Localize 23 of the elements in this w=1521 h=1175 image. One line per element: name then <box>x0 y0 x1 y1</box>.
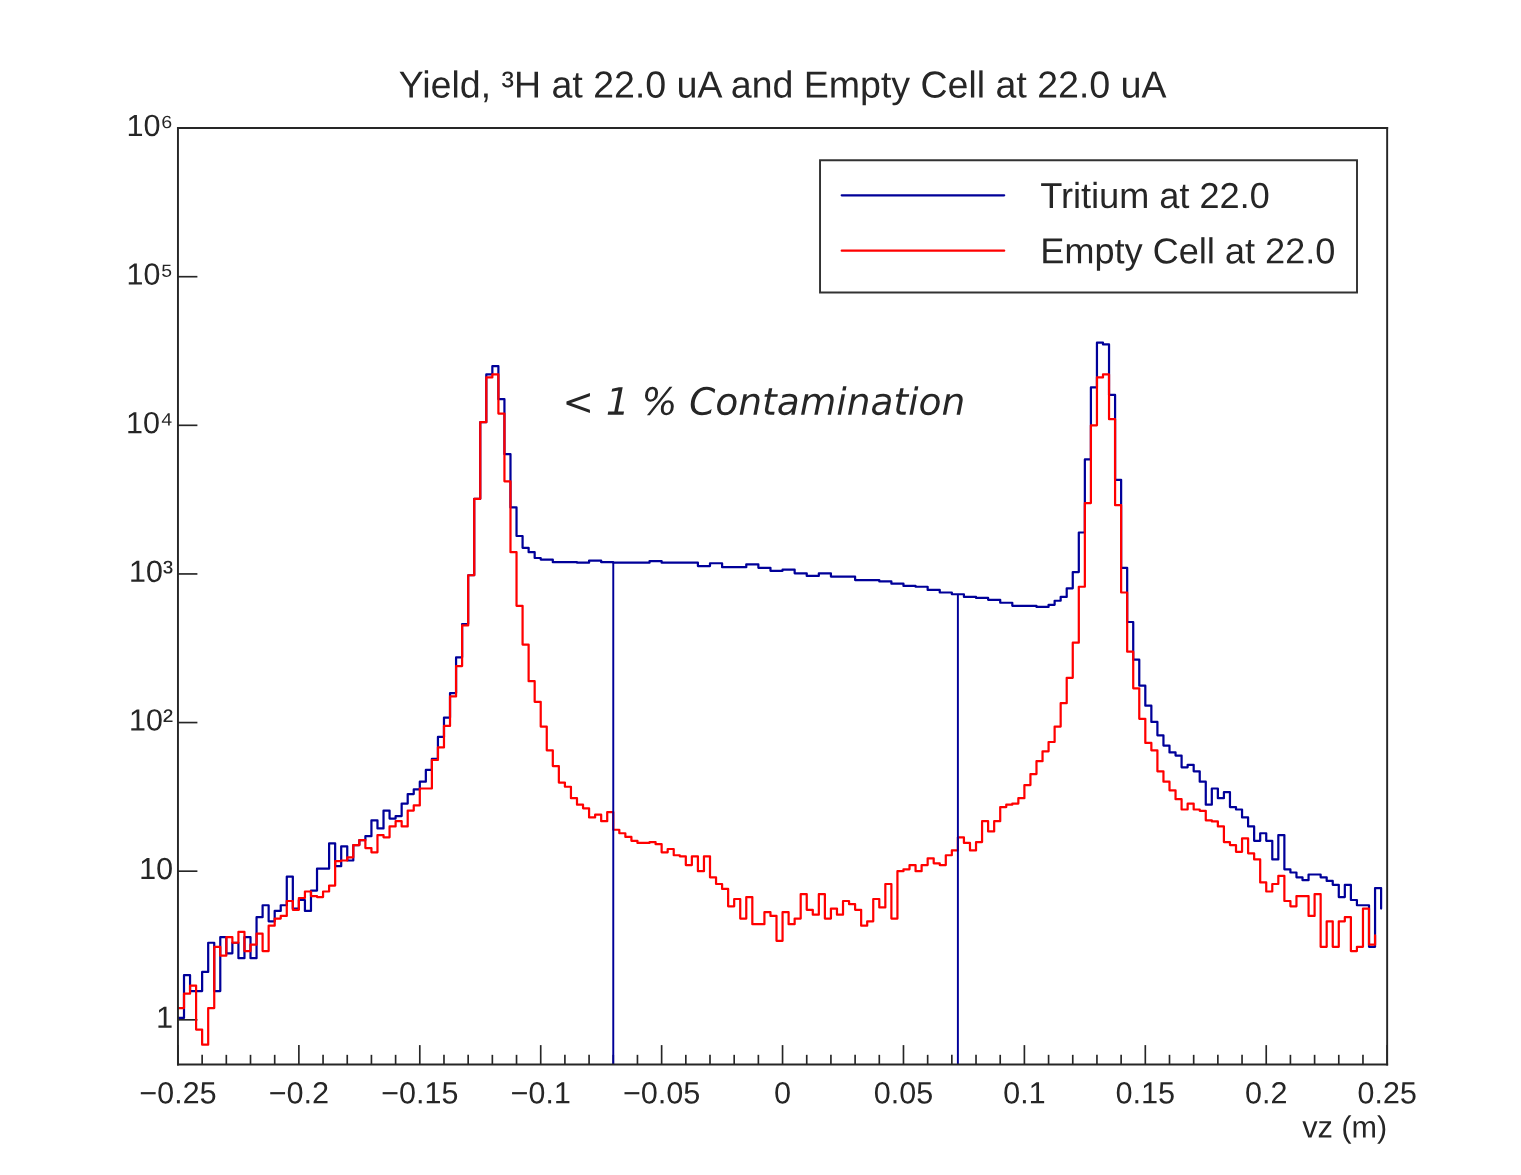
legend-label: Empty Cell at 22.0 <box>1043 237 1334 271</box>
y-tick-label: 10² <box>131 709 173 731</box>
x-tick-label: −0.1 <box>512 1082 570 1104</box>
x-tick-label: 0.1 <box>1004 1082 1045 1104</box>
y-tick-label: 10⁵ <box>128 263 172 285</box>
y-tick-label: 10⁶ <box>128 114 172 137</box>
y-tick-label: 10 <box>141 857 172 880</box>
x-tick-label: −0.05 <box>624 1082 700 1104</box>
x-tick-label: −0.15 <box>382 1082 458 1104</box>
chart-title: Yield, ³H at 22.0 uA and Empty Cell at 22.0 uA <box>399 70 1167 106</box>
x-tick-label: 0.25 <box>1358 1082 1416 1104</box>
x-tick-label: 0 <box>775 1082 790 1104</box>
x-tick-label: 0.2 <box>1246 1082 1286 1104</box>
x-tick-label: 0.05 <box>874 1082 932 1104</box>
annotation: < 1 % Contamination <box>566 386 963 416</box>
x-tick-label: −0.2 <box>270 1082 328 1104</box>
x-tick-label: 0.15 <box>1116 1082 1174 1104</box>
y-tick-label: 10⁴ <box>128 411 172 434</box>
x-tick-label: −0.25 <box>140 1082 216 1104</box>
y-tick-label: 1 <box>158 1006 172 1028</box>
y-tick-label: 10³ <box>131 560 173 583</box>
x-axis-title: vz (m) <box>1302 1115 1386 1144</box>
legend-label: Tritium at 22.0 <box>1041 181 1269 209</box>
